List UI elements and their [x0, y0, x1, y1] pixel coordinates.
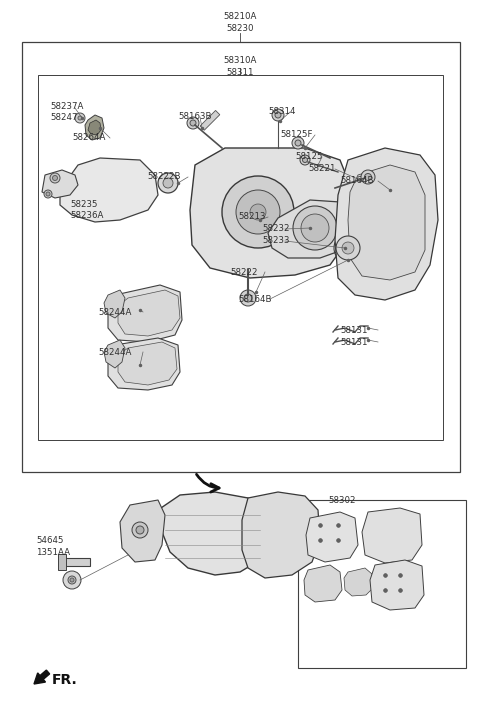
- Text: 58244A: 58244A: [98, 308, 132, 317]
- Circle shape: [63, 571, 81, 589]
- Polygon shape: [335, 148, 438, 300]
- Text: 58125: 58125: [295, 152, 323, 161]
- Text: 58210A: 58210A: [223, 12, 257, 21]
- Circle shape: [244, 294, 252, 302]
- Polygon shape: [104, 340, 125, 368]
- Circle shape: [250, 204, 266, 220]
- Text: 58230: 58230: [226, 24, 254, 33]
- Circle shape: [275, 112, 281, 118]
- Circle shape: [132, 522, 148, 538]
- Circle shape: [136, 526, 144, 534]
- Circle shape: [163, 178, 173, 188]
- Circle shape: [293, 206, 337, 250]
- Circle shape: [364, 174, 372, 181]
- Polygon shape: [118, 290, 180, 336]
- Text: 58310A: 58310A: [223, 56, 257, 65]
- Circle shape: [240, 290, 256, 306]
- Polygon shape: [242, 492, 320, 578]
- Circle shape: [75, 113, 85, 123]
- Polygon shape: [190, 148, 350, 278]
- Text: 58222: 58222: [230, 268, 257, 277]
- Polygon shape: [344, 568, 373, 596]
- Bar: [58, 554, 66, 570]
- Text: 58311: 58311: [226, 68, 254, 77]
- Circle shape: [301, 214, 329, 242]
- Circle shape: [336, 236, 360, 260]
- Text: 58237A: 58237A: [50, 102, 84, 111]
- Text: 58221: 58221: [308, 164, 336, 173]
- Circle shape: [190, 120, 196, 126]
- Polygon shape: [370, 560, 424, 610]
- Text: 58235: 58235: [70, 200, 97, 209]
- FancyArrow shape: [34, 670, 49, 684]
- Text: 1351AA: 1351AA: [36, 548, 70, 557]
- Circle shape: [236, 190, 280, 234]
- Text: 58131: 58131: [340, 326, 368, 335]
- Circle shape: [295, 140, 301, 146]
- Circle shape: [361, 170, 375, 184]
- Polygon shape: [42, 170, 78, 198]
- Polygon shape: [60, 158, 158, 222]
- Circle shape: [68, 576, 76, 584]
- Text: 58233: 58233: [262, 236, 289, 245]
- Text: 58314: 58314: [268, 107, 296, 116]
- Polygon shape: [120, 500, 165, 562]
- Text: 58163B: 58163B: [178, 112, 212, 121]
- Circle shape: [272, 109, 284, 121]
- Text: FR.: FR.: [52, 673, 78, 687]
- Circle shape: [44, 190, 52, 198]
- Bar: [298, 500, 466, 668]
- Polygon shape: [118, 342, 177, 385]
- Circle shape: [222, 176, 294, 248]
- Text: 58213: 58213: [238, 212, 265, 221]
- Bar: [22, 42, 460, 472]
- Text: 58302: 58302: [328, 496, 356, 505]
- Text: 54645: 54645: [36, 536, 63, 545]
- Circle shape: [302, 157, 308, 162]
- Text: 58264A: 58264A: [72, 133, 106, 142]
- Text: 58232: 58232: [262, 224, 289, 233]
- Polygon shape: [304, 565, 342, 602]
- Text: 58247: 58247: [50, 113, 77, 122]
- Polygon shape: [108, 285, 182, 342]
- Polygon shape: [158, 492, 268, 575]
- Circle shape: [52, 176, 58, 181]
- Polygon shape: [306, 512, 358, 562]
- Circle shape: [70, 578, 74, 582]
- Polygon shape: [268, 200, 358, 258]
- Polygon shape: [108, 338, 180, 390]
- Text: 58164B: 58164B: [340, 176, 373, 185]
- Text: 58131: 58131: [340, 338, 368, 347]
- Text: 58236A: 58236A: [70, 211, 103, 220]
- Polygon shape: [348, 165, 425, 280]
- Bar: [200, 111, 220, 130]
- Circle shape: [50, 173, 60, 183]
- Polygon shape: [362, 508, 422, 563]
- Text: 58164B: 58164B: [238, 295, 272, 304]
- Text: 58222B: 58222B: [147, 172, 180, 181]
- Circle shape: [300, 155, 310, 165]
- Circle shape: [341, 239, 359, 257]
- Polygon shape: [85, 115, 104, 140]
- Text: 58244A: 58244A: [98, 348, 132, 357]
- Circle shape: [187, 117, 199, 129]
- Circle shape: [342, 242, 354, 254]
- Polygon shape: [88, 120, 101, 135]
- Circle shape: [78, 116, 82, 120]
- Circle shape: [158, 173, 178, 193]
- Polygon shape: [104, 290, 125, 318]
- Circle shape: [292, 137, 304, 149]
- Text: 58125F: 58125F: [280, 130, 312, 139]
- Bar: [62, 558, 90, 566]
- Circle shape: [46, 192, 50, 196]
- Bar: [38, 75, 443, 440]
